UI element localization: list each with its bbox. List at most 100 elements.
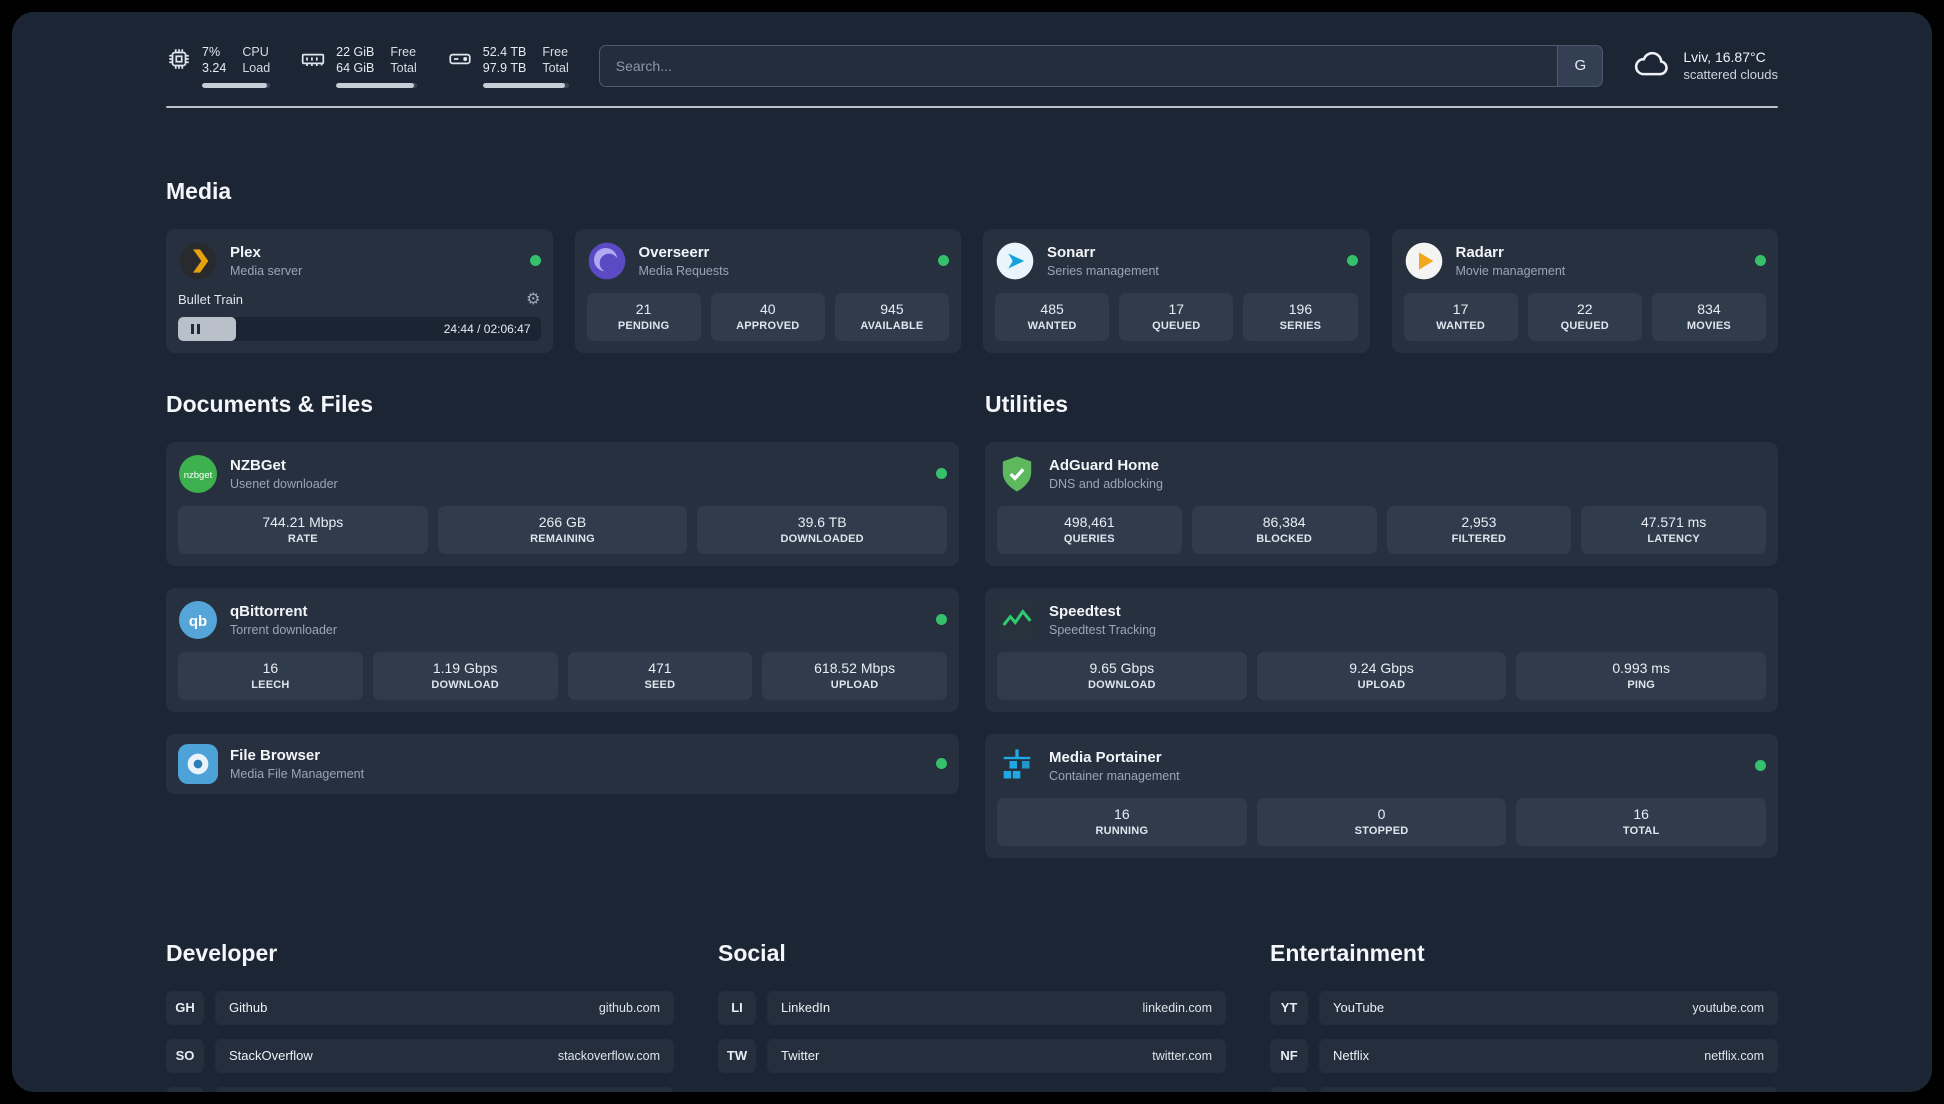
ram-total-value: 64 GiB xyxy=(336,61,375,76)
plex-card[interactable]: Plex Media server Bullet Train ⚙ 24:44 /… xyxy=(166,228,553,353)
dashboard: 7% 3.24 CPU Load 22 GiB xyxy=(12,12,1932,1092)
dev-link[interactable]: DEV dev.to xyxy=(215,1086,674,1092)
app-name: AdGuard Home xyxy=(1049,456,1160,474)
search-engine-button[interactable]: G xyxy=(1557,44,1604,87)
radarr-card[interactable]: Radarr Movie management 17 WANTED 22 QUE… xyxy=(1391,228,1778,353)
twitter-link[interactable]: Twitter twitter.com xyxy=(767,1038,1226,1073)
stat-label: APPROVED xyxy=(736,319,800,332)
stat-value: 40 xyxy=(759,300,776,317)
stats-row: 21 PENDING 40 APPROVED 945 AVAILABLE xyxy=(586,292,950,341)
stat-label: SEED xyxy=(644,678,676,691)
cpu-percent: 7% xyxy=(202,45,221,59)
link-name: StackOverflow xyxy=(229,1048,313,1063)
netflix-link[interactable]: Netflix netflix.com xyxy=(1319,1038,1778,1073)
app-title-block: Media Portainer Container management xyxy=(1049,749,1180,783)
reddit-link[interactable]: Reddit reddit.com xyxy=(1319,1086,1778,1092)
progress-fill xyxy=(178,316,236,341)
app-name: Plex xyxy=(230,243,261,261)
stat-tile: 16 LEECH xyxy=(178,651,363,700)
search-input[interactable] xyxy=(598,44,1558,87)
linkedin-abbr-icon: LI xyxy=(718,990,756,1025)
netflix-abbr-icon: NF xyxy=(1270,1038,1308,1073)
cpu-label: CPU xyxy=(242,45,269,59)
github-link[interactable]: Github github.com xyxy=(215,990,674,1025)
stat-value: 17 xyxy=(1168,300,1185,317)
cpu-widget: 7% 3.24 CPU Load xyxy=(166,44,271,88)
app-subtitle: Media server xyxy=(230,263,303,278)
dev-abbr-icon: DT xyxy=(166,1086,204,1092)
qbittorrent-card[interactable]: qb qBittorrent Torrent downloader 16 LEE… xyxy=(166,587,959,712)
stat-tile: 471 SEED xyxy=(567,651,753,700)
stat-label: FILTERED xyxy=(1451,532,1507,545)
filebrowser-card[interactable]: File Browser Media File Management xyxy=(166,733,959,794)
stackoverflow-link[interactable]: StackOverflow stackoverflow.com xyxy=(215,1038,674,1073)
stats-row: 16 RUNNING 0 STOPPED 16 TOTAL xyxy=(997,797,1767,846)
header-divider xyxy=(166,105,1778,108)
adguard-card[interactable]: AdGuard Home DNS and adblocking 498,461 … xyxy=(985,441,1778,566)
stat-tile: 834 MOVIES xyxy=(1651,292,1767,341)
now-playing-title: Bullet Train xyxy=(178,292,244,307)
app-title-block: NZBGet Usenet downloader xyxy=(230,457,338,491)
stat-tile: 86,384 BLOCKED xyxy=(1191,505,1377,554)
portainer-card[interactable]: Media Portainer Container management 16 … xyxy=(985,733,1778,858)
app-title-block: AdGuard Home DNS and adblocking xyxy=(1049,457,1163,491)
speedtest-card[interactable]: Speedtest Speedtest Tracking 9.65 Gbps D… xyxy=(985,587,1778,712)
stat-label: QUERIES xyxy=(1063,532,1115,545)
top-bar: 7% 3.24 CPU Load 22 GiB xyxy=(166,44,1778,88)
gear-icon[interactable]: ⚙ xyxy=(526,290,541,308)
stat-tile: 618.52 Mbps UPLOAD xyxy=(762,651,947,700)
ram-total-label: Total xyxy=(390,61,417,76)
stat-label: TOTAL xyxy=(1622,824,1660,837)
overseerr-card[interactable]: Overseerr Media Requests 21 PENDING 40 A… xyxy=(574,228,961,353)
stat-tile: 0.993 ms PING xyxy=(1516,651,1767,700)
stat-value: 2,953 xyxy=(1461,513,1497,530)
utilities-column: Utilities AdGuard Home DNS and adblockin… xyxy=(985,391,1778,880)
social-title: Social xyxy=(718,939,786,966)
stat-label: AVAILABLE xyxy=(860,319,924,332)
stat-value: 1.19 Gbps xyxy=(432,659,498,676)
list-item: SO StackOverflow stackoverflow.com xyxy=(166,1038,674,1073)
stat-tile: 945 AVAILABLE xyxy=(834,292,950,341)
stat-value: 16 xyxy=(262,659,279,676)
app-subtitle: Series management xyxy=(1047,263,1159,278)
stat-value: 196 xyxy=(1288,300,1313,317)
app-title-block: Plex Media server xyxy=(230,244,302,278)
playback-progress-bar[interactable]: 24:44 / 02:06:47 xyxy=(178,316,541,341)
stat-value: 21 xyxy=(635,300,652,317)
developer-links: Developer GH Github github.com SO StackO… xyxy=(166,939,674,1092)
stat-label: DOWNLOAD xyxy=(1088,678,1156,691)
entertainment-links: Entertainment YT YouTube youtube.com NF … xyxy=(1270,940,1778,1092)
stat-label: DOWNLOAD xyxy=(431,678,499,691)
link-url: linkedin.com xyxy=(1142,1000,1212,1015)
linkedin-link[interactable]: LinkedIn linkedin.com xyxy=(767,990,1226,1025)
adguard-shield-icon xyxy=(997,454,1037,494)
stat-tile: 744.21 Mbps RATE xyxy=(178,505,428,554)
stat-value: 17 xyxy=(1452,300,1469,317)
disk-free-label: Free xyxy=(542,45,569,59)
stat-label: LEECH xyxy=(251,678,290,691)
stat-tile: 0 STOPPED xyxy=(1256,797,1507,846)
list-item: YT YouTube youtube.com xyxy=(1270,990,1778,1025)
app-name: Speedtest xyxy=(1049,602,1121,620)
pause-icon[interactable] xyxy=(191,323,200,334)
sonarr-card[interactable]: Sonarr Series management 485 WANTED 17 Q… xyxy=(983,228,1370,353)
stat-label: UPLOAD xyxy=(1357,678,1406,691)
stat-value: 498,461 xyxy=(1064,513,1115,530)
youtube-link[interactable]: YouTube youtube.com xyxy=(1319,990,1778,1025)
developer-title: Developer xyxy=(166,939,278,966)
list-item: LI LinkedIn linkedin.com xyxy=(718,990,1226,1025)
github-abbr-icon: GH xyxy=(166,990,204,1025)
list-item: TW Twitter twitter.com xyxy=(718,1038,1226,1073)
stat-label: UPLOAD xyxy=(830,678,879,691)
cpu-load-label: Load xyxy=(242,61,271,76)
nzbget-card[interactable]: nzbget NZBGet Usenet downloader 744.21 M… xyxy=(166,441,959,566)
stat-tile: 16 TOTAL xyxy=(1516,797,1767,846)
playback-time: 24:44 / 02:06:47 xyxy=(443,321,531,336)
link-url: youtube.com xyxy=(1692,1000,1764,1015)
weather-condition: scattered clouds xyxy=(1683,67,1778,83)
youtube-abbr-icon: YT xyxy=(1270,990,1308,1025)
app-name: File Browser xyxy=(230,746,321,764)
app-title-block: qBittorrent Torrent downloader xyxy=(230,603,337,637)
stat-tile: 47.571 ms LATENCY xyxy=(1581,505,1766,554)
app-subtitle: Media Requests xyxy=(638,263,729,278)
